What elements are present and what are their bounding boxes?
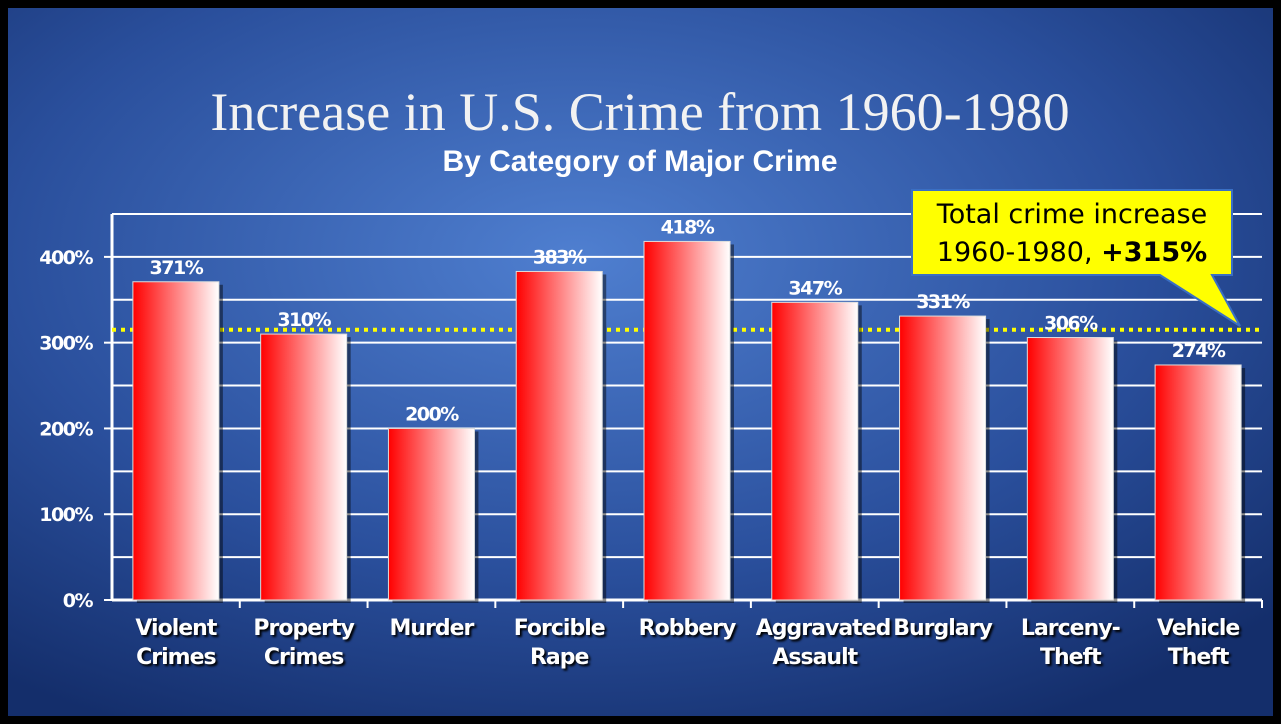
y-tick-label: 200% — [39, 418, 93, 440]
x-tick-label: Vehicle Theft — [1156, 616, 1240, 670]
callout-value: +315% — [1101, 237, 1207, 268]
bar — [1026, 337, 1114, 601]
x-tick-label: Forcible Rape — [513, 616, 606, 670]
bar — [643, 240, 731, 601]
value-label: 418% — [661, 216, 715, 238]
x-tick-label: Larceny-Theft — [1020, 616, 1121, 670]
y-tick-label: 300% — [39, 333, 93, 355]
y-tick-label: 0% — [63, 590, 94, 612]
value-label: 331% — [916, 291, 970, 313]
bar — [899, 315, 987, 601]
bar — [132, 281, 220, 601]
callout-text: Total crime increase — [936, 199, 1207, 230]
x-tick-label: Burglary — [893, 616, 993, 641]
bar — [515, 270, 603, 601]
chart-subtitle: By Category of Major Crime — [442, 145, 837, 178]
callout — [911, 189, 1241, 327]
value-label: 371% — [150, 257, 204, 279]
bar — [387, 427, 475, 601]
value-label: 200% — [405, 403, 459, 425]
value-label: 383% — [533, 246, 587, 268]
y-tick-label: 100% — [39, 504, 93, 526]
value-label: 274% — [1172, 340, 1226, 362]
plot: 0% 100% 200% 300% 400% 371% 310% 200% 383% 418% 34… — [39, 189, 1263, 612]
callout-text: 1960-1980, — [937, 237, 1093, 268]
y-tick-label: 400% — [39, 247, 93, 269]
callout-text: 1960-1980, +315% — [937, 237, 1207, 268]
bar — [771, 301, 859, 601]
value-label: 306% — [1044, 313, 1098, 335]
chart-title: Increase in U.S. Crime from 1960-1980 — [210, 82, 1069, 142]
x-tick-label: Property Crimes — [253, 616, 354, 670]
x-tick-label: Murder — [389, 616, 474, 641]
x-tick-label: Robbery — [638, 616, 737, 641]
bar — [1154, 364, 1242, 601]
x-tick-label: Violent Crimes — [135, 616, 217, 670]
value-label: 310% — [277, 309, 331, 331]
bar — [260, 333, 348, 601]
x-tick-label: Aggravated Assault — [755, 616, 892, 670]
value-label: 347% — [788, 277, 842, 299]
